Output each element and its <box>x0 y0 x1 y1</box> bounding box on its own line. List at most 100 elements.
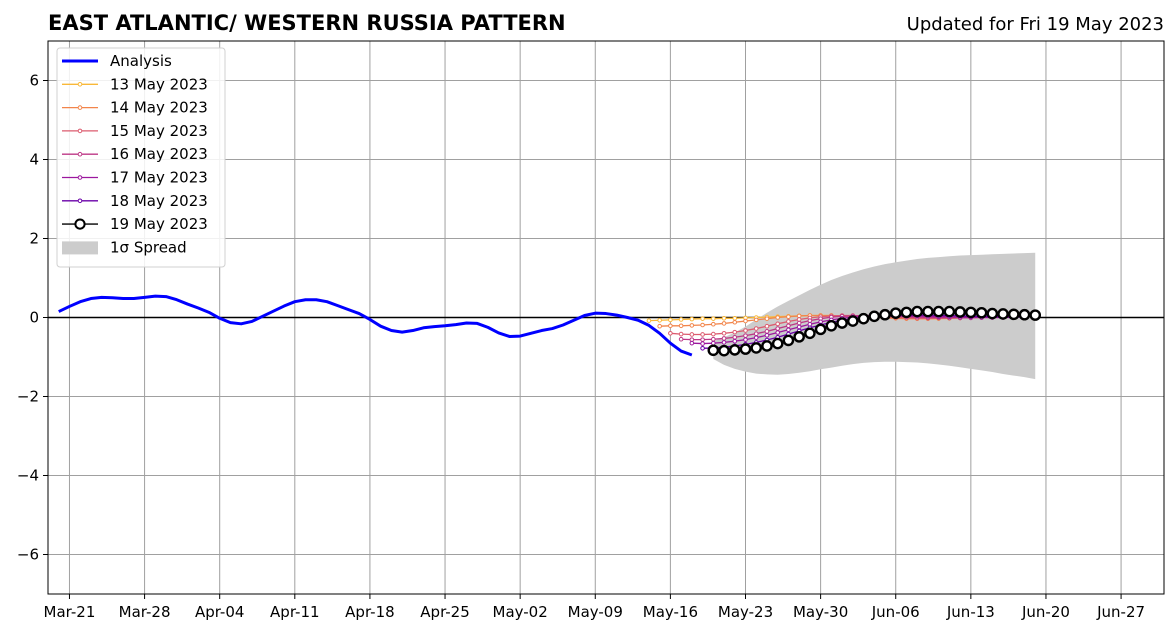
data-point <box>804 327 816 340</box>
chart-title: EAST ATLANTIC/ WESTERN RUSSIA PATTERN <box>48 11 566 35</box>
data-point <box>857 312 870 325</box>
data-point <box>753 331 759 336</box>
legend-item-16-may-2023: 16 May 2023 <box>62 145 208 163</box>
chart-subtitle: Updated for Fri 19 May 2023 <box>907 14 1164 35</box>
series-19-may-2023 <box>707 305 1042 357</box>
legend-swatch <box>62 241 98 255</box>
data-point <box>775 326 780 331</box>
legend-label: Analysis <box>110 52 172 70</box>
data-point <box>793 331 805 343</box>
data-point <box>782 334 795 347</box>
y-tick-label: −2 <box>17 388 39 406</box>
data-point <box>943 305 956 318</box>
data-point <box>771 337 784 350</box>
data-point <box>668 331 673 336</box>
data-point <box>689 316 695 322</box>
data-point <box>711 316 716 321</box>
data-point <box>743 337 748 342</box>
x-tick-label: Jun-13 <box>946 603 995 621</box>
data-point <box>707 344 720 357</box>
legend-marker <box>77 128 83 134</box>
data-point <box>668 317 673 323</box>
data-point <box>932 305 945 318</box>
x-tick-label: May-02 <box>493 603 548 621</box>
data-point <box>728 344 741 356</box>
data-point <box>786 323 791 329</box>
legend-label: 17 May 2023 <box>110 169 208 187</box>
data-point <box>646 318 652 323</box>
data-point <box>900 306 913 319</box>
data-point <box>997 308 1009 320</box>
legend-marker <box>77 151 83 157</box>
data-point <box>764 329 770 334</box>
legend-item-19-may-2023: 19 May 2023 <box>62 215 208 233</box>
data-point <box>678 317 684 322</box>
data-point <box>657 323 662 329</box>
data-point <box>965 306 977 319</box>
data-point <box>732 338 738 344</box>
legend-item-17-may-2023: 17 May 2023 <box>62 169 208 187</box>
data-point <box>678 323 684 329</box>
data-point <box>700 316 705 321</box>
data-point <box>775 315 780 320</box>
data-point <box>814 323 827 336</box>
x-tick-label: Apr-18 <box>345 603 395 621</box>
legend-label: 19 May 2023 <box>110 215 208 233</box>
x-tick-label: Jun-27 <box>1096 603 1145 621</box>
data-point <box>847 315 859 327</box>
data-point <box>657 317 662 323</box>
series-analysis <box>58 294 693 357</box>
data-point <box>786 314 791 320</box>
data-point <box>718 344 730 357</box>
data-point <box>879 308 891 321</box>
x-tick-label: May-23 <box>718 603 773 621</box>
data-point <box>721 336 727 341</box>
data-point <box>775 321 780 327</box>
data-point <box>922 305 934 318</box>
data-point <box>911 305 923 318</box>
data-point <box>732 329 738 335</box>
data-point <box>750 342 763 354</box>
legend-item-14-may-2023: 14 May 2023 <box>62 99 208 117</box>
data-point <box>889 307 902 319</box>
x-tick-label: May-09 <box>568 603 623 621</box>
data-point <box>868 310 881 323</box>
data-point <box>689 323 695 328</box>
legend-label: 16 May 2023 <box>110 145 208 163</box>
data-point <box>743 333 748 338</box>
data-point <box>732 334 738 340</box>
data-point <box>739 343 752 355</box>
x-tick-label: Mar-21 <box>44 603 96 621</box>
data-point <box>700 346 705 351</box>
series-group <box>58 294 1042 357</box>
x-tick-label: Apr-04 <box>195 603 245 621</box>
x-tick-label: Jun-20 <box>1021 603 1070 621</box>
data-point <box>753 317 759 323</box>
data-point <box>1007 308 1020 321</box>
data-point <box>711 336 716 342</box>
data-point <box>764 332 770 338</box>
legend-label: 13 May 2023 <box>110 75 208 93</box>
data-point <box>786 319 791 324</box>
legend-item-15-may-2023: 15 May 2023 <box>62 122 208 140</box>
data-point <box>700 322 705 328</box>
data-point <box>764 316 770 321</box>
legend-marker <box>74 218 86 230</box>
data-point <box>753 326 759 331</box>
y-tick-label: 6 <box>29 72 39 90</box>
data-point <box>678 331 684 337</box>
x-tick-label: Jun-06 <box>871 603 920 621</box>
data-point <box>986 307 999 320</box>
data-point <box>753 335 759 340</box>
legend: Analysis 13 May 2023 14 May 2023 15 May 202… <box>56 47 226 268</box>
data-point <box>721 340 727 345</box>
data-point <box>1018 308 1031 321</box>
data-point <box>743 328 748 333</box>
data-point <box>796 320 802 326</box>
data-point <box>732 315 738 321</box>
data-point <box>678 336 684 342</box>
x-tick-label: Apr-11 <box>270 603 320 621</box>
legend-label: 14 May 2023 <box>110 99 208 117</box>
legend-marker <box>77 105 83 110</box>
